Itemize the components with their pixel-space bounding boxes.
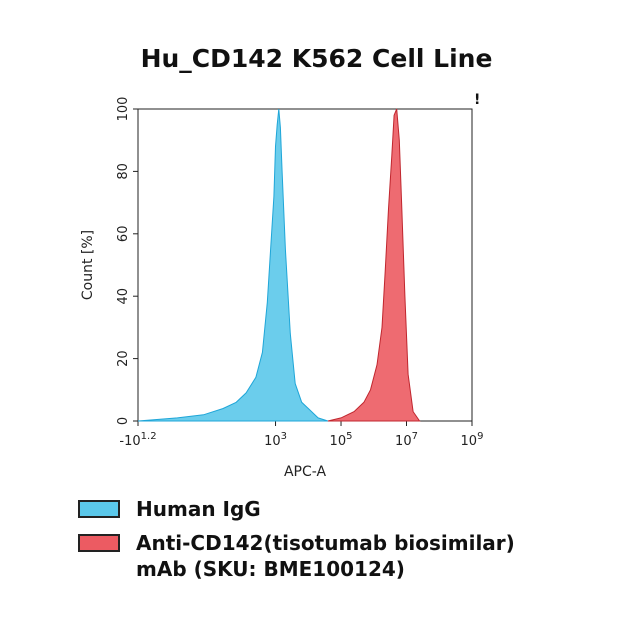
y-axis-label: Count [%] <box>80 230 96 300</box>
x-tick-label: 109 <box>461 431 484 449</box>
legend-label-igg: Human IgG <box>136 497 261 521</box>
y-axis: 0 20 40 60 80 100 <box>116 97 138 425</box>
legend-swatch-cd142 <box>78 534 120 552</box>
x-axis-label: APC-A <box>284 464 327 480</box>
chart-title: Hu_CD142 K562 Cell Line <box>140 44 493 73</box>
y-tick-label: 40 <box>116 288 131 305</box>
plot-frame <box>137 108 473 422</box>
y-tick-label: 80 <box>116 163 131 180</box>
legend-label-cd142: Anti-CD142(tisotumab biosimilar) mAb (SK… <box>136 531 515 581</box>
legend-swatch-igg <box>78 500 120 518</box>
y-tick-label: 0 <box>116 417 131 425</box>
x-tick-label: 103 <box>264 431 287 449</box>
x-tick-label: -101.2 <box>119 431 156 449</box>
x-axis: -101.2 103 105 107 109 <box>119 421 483 449</box>
series-human-igg-area <box>137 108 329 422</box>
y-tick-label: 60 <box>116 226 131 243</box>
y-tick-label: 100 <box>116 97 131 122</box>
series-anti-cd142-area <box>327 108 421 422</box>
y-tick-label: 20 <box>116 350 131 367</box>
x-tick-label: 107 <box>395 431 418 449</box>
x-tick-label: 105 <box>330 431 353 449</box>
series-group <box>137 108 421 422</box>
corner-mark: ! <box>474 92 480 108</box>
